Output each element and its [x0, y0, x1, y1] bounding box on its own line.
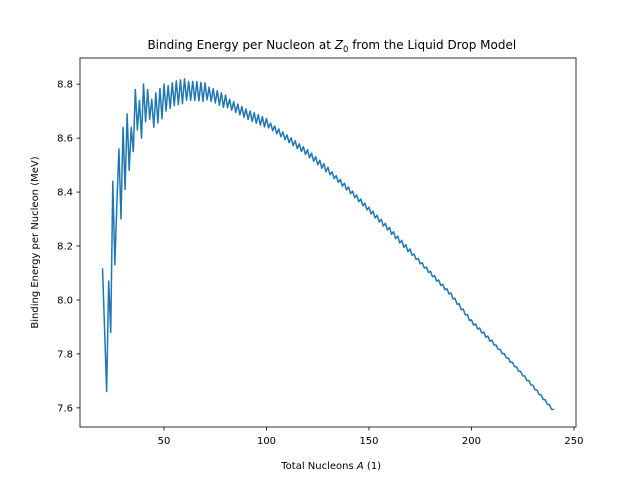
chart-title: Binding Energy per Nucleon at Z0 from th… [128, 38, 527, 55]
title-symbol: Z [334, 38, 344, 52]
y-tick-label: 8.8 [57, 80, 73, 91]
y-tick-label: 8.4 [57, 188, 73, 199]
x-tick-label: 50 [158, 436, 171, 447]
title-subscript: 0 [343, 45, 348, 55]
axes-frame [79, 57, 577, 428]
x-tick-label: 150 [359, 436, 378, 447]
y-tick-label: 7.8 [57, 349, 73, 360]
y-tick-label: 8.2 [57, 242, 73, 253]
x-axis-label: Total Nucleons A (1) [265, 461, 390, 472]
y-tick-label: 8.6 [57, 134, 73, 145]
y-tick-label: 7.6 [57, 403, 73, 414]
x-label-symbol: A [356, 461, 364, 472]
x-tick-label: 200 [462, 436, 481, 447]
data-line [101, 78, 555, 411]
x-tick-label: 100 [257, 436, 276, 447]
x-label-text: Total Nucleons [280, 461, 357, 472]
y-tick-label: 8.0 [57, 295, 73, 306]
y-axis-label: Binding Energy per Nucleon (MeV) [30, 156, 41, 328]
title-text: from the Liquid Drop Model [348, 38, 516, 52]
x-label-text: (1) [364, 461, 381, 472]
title-text: Binding Energy per Nucleon at [147, 38, 334, 52]
x-tick-label: 250 [564, 436, 583, 447]
